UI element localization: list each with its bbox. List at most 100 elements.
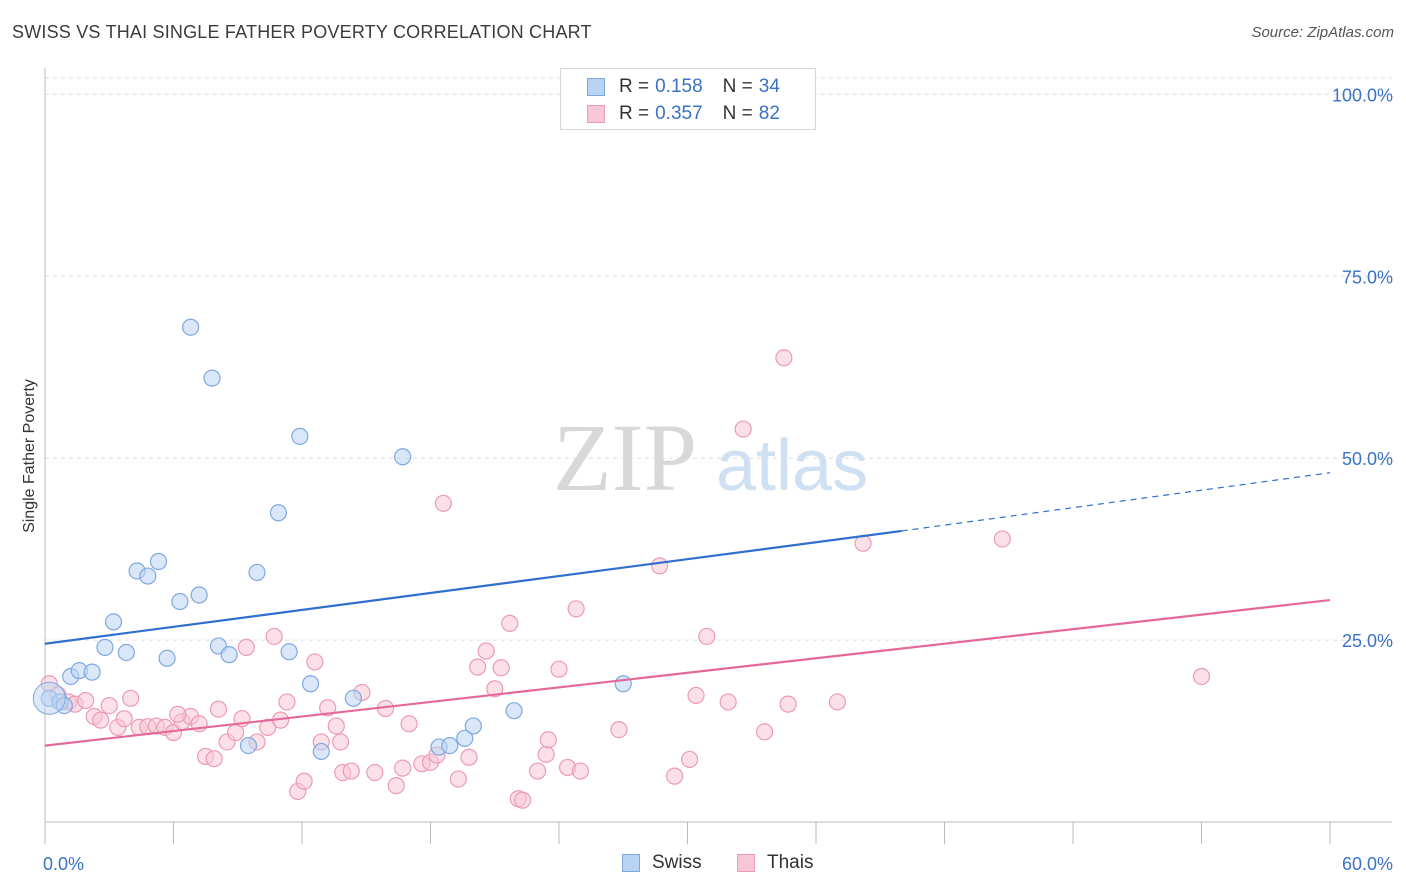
data-point [149, 552, 168, 571]
data-point [342, 762, 360, 780]
data-point [104, 613, 123, 631]
data-point [182, 318, 200, 336]
n-label: N = [722, 76, 753, 97]
data-point [190, 586, 208, 604]
data-point [492, 659, 510, 677]
data-point [394, 448, 412, 466]
data-point [666, 767, 684, 785]
swiss-swatch [622, 854, 640, 872]
watermark-atlas: atlas [716, 426, 868, 506]
data-point [237, 638, 255, 656]
data-point [171, 592, 189, 611]
data-point [993, 530, 1011, 548]
n-value: 34 [758, 76, 780, 97]
data-point [614, 675, 632, 693]
data-point [719, 693, 737, 711]
data-point [441, 736, 459, 755]
data-point [651, 557, 669, 575]
x-tick-labels: 0.0% 60.0% [43, 854, 1393, 874]
data-point [1192, 667, 1211, 686]
data-point [449, 770, 467, 788]
correlation-legend: R = 0.158 N = 34 R = 0.357 N = 82 [560, 68, 816, 130]
data-point [203, 369, 221, 387]
data-point [139, 567, 157, 585]
data-point [169, 705, 187, 723]
data-point [248, 563, 266, 582]
data-point [115, 710, 133, 728]
data-point [687, 686, 705, 704]
data-point [698, 627, 716, 646]
x-tick-label: 0.0% [43, 854, 84, 874]
watermark-zip: ZIP [553, 404, 697, 511]
data-point [734, 420, 752, 438]
data-point [456, 729, 474, 747]
data-point [306, 653, 324, 671]
data-point [610, 720, 628, 739]
data-point [477, 642, 495, 660]
data-point [83, 663, 101, 681]
data-point [291, 427, 309, 445]
data-point [528, 762, 547, 780]
axes [44, 68, 1392, 844]
data-point [117, 643, 135, 662]
data-point [775, 349, 793, 367]
data-point [122, 689, 140, 707]
data-point [96, 638, 114, 656]
data-point [344, 689, 362, 707]
swiss-trend-extension [901, 472, 1331, 532]
legend-item-thais: Thais [737, 852, 813, 874]
data-point [567, 600, 585, 618]
y-tick-label: 100.0% [1332, 85, 1393, 105]
thais-swatch [587, 105, 605, 123]
data-point [755, 723, 774, 741]
data-point [681, 750, 699, 769]
swiss-points [32, 318, 632, 761]
data-point [158, 649, 176, 667]
data-point [366, 763, 384, 782]
r-value: 0.158 [655, 76, 703, 97]
data-point [269, 504, 288, 522]
data-point [209, 700, 228, 718]
r-label: R = [619, 103, 650, 124]
y-tick-label: 25.0% [1342, 631, 1393, 651]
data-point [295, 772, 313, 790]
data-point [331, 733, 350, 751]
data-point [469, 658, 487, 676]
data-point [464, 717, 482, 735]
legend-label-swiss: Swiss [652, 852, 702, 873]
data-point [265, 627, 283, 646]
data-point [280, 643, 298, 661]
data-point [513, 791, 532, 809]
data-point [537, 745, 555, 763]
watermark: ZIP atlas [553, 404, 868, 511]
data-point [486, 680, 504, 698]
data-point [100, 696, 118, 715]
legend-row-thais: R = 0.357 N = 82 [587, 102, 800, 126]
data-point [828, 693, 847, 711]
y-tick-label: 75.0% [1342, 267, 1393, 287]
n-value: 82 [758, 103, 780, 124]
legend-item-swiss: Swiss [622, 852, 702, 874]
trend-lines [44, 472, 1331, 747]
data-point [239, 736, 258, 755]
r-label: R = [619, 76, 650, 97]
y-tick-label: 50.0% [1342, 449, 1393, 469]
swiss-swatch [587, 78, 605, 96]
legend-row-swiss: R = 0.158 N = 34 [587, 75, 800, 99]
legend-label-thais: Thais [767, 852, 814, 873]
series-legend: Swiss Thais [0, 852, 1406, 878]
data-point [571, 762, 590, 780]
data-point [434, 494, 452, 512]
r-value: 0.357 [655, 103, 703, 124]
data-point [539, 731, 557, 749]
data-point [387, 777, 405, 795]
thais-trend-line [44, 598, 1331, 747]
n-label: N = [722, 103, 753, 124]
swiss-trend-line [44, 529, 902, 645]
data-point [278, 693, 296, 711]
source-credit: Source: ZipAtlas.com [1251, 24, 1394, 41]
data-point [505, 702, 523, 720]
data-point [312, 742, 330, 761]
data-point [394, 759, 412, 777]
